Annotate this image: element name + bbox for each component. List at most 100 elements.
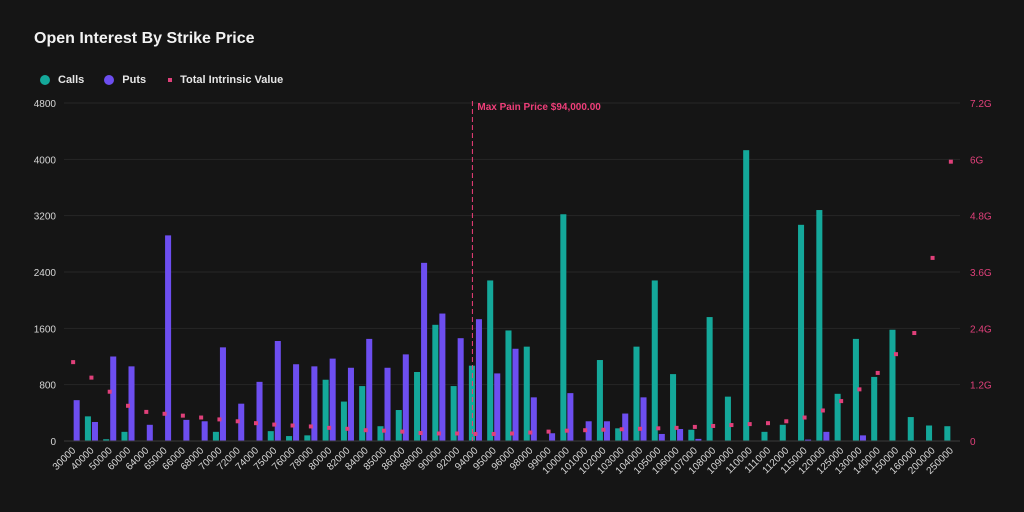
intrinsic-value-point — [784, 419, 789, 424]
calls-bar — [560, 214, 567, 441]
intrinsic-value-point — [254, 421, 258, 426]
intrinsic-value-point — [199, 415, 204, 420]
y-right-tick-label: 2.4G — [970, 324, 992, 335]
intrinsic-value-point — [71, 360, 76, 365]
calls-bar — [84, 416, 91, 441]
puts-swatch-icon — [104, 75, 115, 85]
intrinsic-swatch-icon — [168, 78, 173, 82]
calls-bar — [340, 401, 347, 441]
intrinsic-value-point — [363, 428, 368, 433]
intrinsic-value-point — [564, 428, 569, 433]
intrinsic-value-point — [766, 421, 770, 426]
intrinsic-value-point — [583, 428, 588, 433]
intrinsic-value-point — [308, 424, 313, 429]
calls-bar — [779, 424, 786, 441]
puts-bar — [585, 421, 592, 441]
calls-bar — [798, 224, 805, 441]
calls-bar — [487, 280, 494, 441]
y-right-tick-label: 1.2G — [970, 381, 992, 392]
calls-bar — [926, 425, 933, 441]
intrinsic-value-point — [656, 426, 661, 431]
puts-bar — [293, 364, 300, 441]
intrinsic-value-point — [382, 428, 386, 433]
puts-bar — [384, 367, 391, 441]
calls-bar — [286, 436, 293, 441]
calls-bar — [944, 426, 951, 441]
calls-bar — [688, 429, 695, 441]
legend-item-puts[interactable]: Puts — [104, 74, 146, 86]
calls-bar — [121, 431, 128, 441]
puts-bar — [512, 348, 519, 441]
calls-bar — [432, 324, 439, 441]
intrinsic-value-point — [455, 431, 460, 436]
puts-bar — [110, 356, 117, 441]
puts-bar — [402, 354, 409, 441]
calls-swatch-icon — [40, 75, 50, 85]
y-left-tick-label: 800 — [39, 381, 56, 392]
legend-item-calls[interactable]: Calls — [40, 74, 84, 86]
puts-bar — [475, 319, 482, 441]
puts-bar — [256, 381, 263, 441]
intrinsic-value-point — [126, 403, 130, 408]
intrinsic-value-point — [290, 423, 295, 428]
puts-bar — [238, 403, 245, 441]
puts-bar — [421, 262, 428, 441]
y-left-tick-label: 4800 — [34, 99, 57, 110]
puts-bar — [603, 421, 610, 441]
intrinsic-value-point — [674, 425, 679, 430]
puts-bar — [549, 433, 556, 441]
y-right-tick-label: 0 — [970, 437, 976, 448]
intrinsic-value-point — [473, 431, 478, 436]
puts-bar — [201, 421, 208, 441]
intrinsic-value-point — [747, 422, 752, 427]
intrinsic-value-point — [802, 415, 807, 420]
puts-bar — [146, 424, 153, 441]
intrinsic-value-point — [400, 429, 405, 434]
intrinsic-value-point — [162, 411, 167, 416]
chart-legend: Calls Puts Total Intrinsic Value — [40, 74, 303, 86]
intrinsic-value-point — [930, 255, 935, 260]
intrinsic-value-point — [144, 409, 149, 414]
intrinsic-value-point — [912, 331, 917, 336]
legend-label-intrinsic: Total Intrinsic Value — [180, 74, 284, 86]
calls-bar — [834, 393, 841, 441]
intrinsic-value-point — [345, 426, 350, 431]
intrinsic-value-point — [528, 430, 533, 435]
puts-bar — [530, 397, 537, 441]
legend-label-puts: Puts — [122, 74, 147, 86]
puts-bar — [695, 438, 702, 441]
chart-title: Open Interest By Strike Price — [34, 30, 255, 47]
puts-bar — [347, 367, 354, 441]
calls-bar — [615, 428, 622, 441]
intrinsic-value-point — [546, 429, 551, 434]
calls-bar — [852, 338, 859, 441]
puts-bar — [128, 366, 135, 441]
intrinsic-value-point — [894, 352, 898, 357]
puts-bar — [658, 433, 665, 441]
y-left-tick-label: 2400 — [34, 268, 57, 279]
intrinsic-value-point — [510, 431, 514, 436]
intrinsic-value-point — [491, 431, 496, 436]
intrinsic-value-point — [619, 427, 624, 432]
intrinsic-value-point — [272, 422, 277, 427]
calls-bar — [724, 396, 731, 441]
puts-bar — [219, 347, 226, 441]
puts-bar — [457, 338, 464, 441]
intrinsic-value-point — [857, 387, 862, 392]
intrinsic-value-point — [601, 427, 606, 432]
calls-bar — [670, 374, 677, 441]
puts-bar — [823, 431, 830, 441]
intrinsic-value-point — [711, 423, 716, 428]
calls-bar — [395, 410, 402, 441]
puts-bar — [311, 366, 318, 441]
legend-item-intrinsic[interactable]: Total Intrinsic Value — [166, 74, 283, 86]
y-right-tick-label: 4.8G — [970, 212, 992, 223]
intrinsic-value-point — [875, 370, 880, 375]
calls-bar — [596, 360, 603, 441]
puts-bar — [183, 419, 190, 441]
calls-bar — [267, 431, 274, 441]
intrinsic-value-point — [638, 426, 642, 431]
calls-bar — [212, 431, 219, 441]
calls-bar — [103, 439, 110, 441]
